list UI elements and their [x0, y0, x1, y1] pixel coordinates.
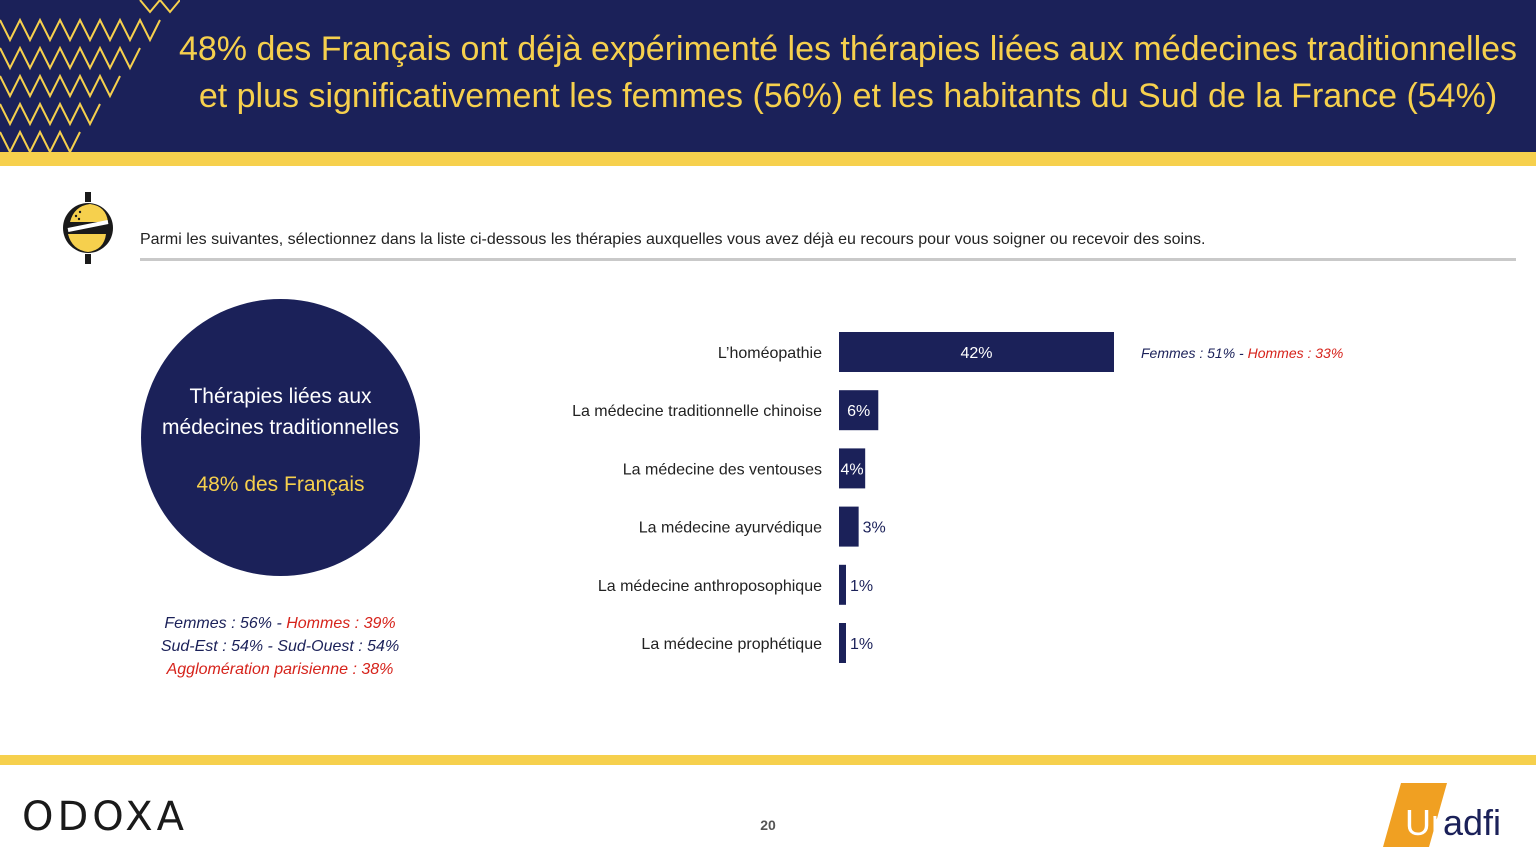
- subgroup-hommes: Hommes : 39%: [286, 615, 396, 632]
- question-divider: [140, 258, 1516, 261]
- subgroup-breakdown: Femmes : 56% - Hommes : 39% Sud-Est : 54…: [130, 612, 430, 681]
- summary-line-2: médecines traditionnelles: [162, 416, 399, 439]
- bar-value-label: 4%: [841, 461, 864, 478]
- unadfi-logo-adfi: adfi: [1443, 802, 1501, 843]
- bar-value-label: 3%: [863, 520, 886, 537]
- header-banner: 48% des Français ont déjà expérimenté le…: [0, 0, 1536, 152]
- therapies-bar-chart: L’homéopathie 42% La médecine traditionnel…: [572, 332, 1114, 663]
- bar: [839, 623, 846, 663]
- subgroup-separator: -: [263, 638, 278, 655]
- subgroup-separator: -: [272, 615, 287, 632]
- category-label: La médecine ayurvédique: [639, 520, 822, 537]
- bar-value-label: 42%: [960, 345, 992, 362]
- bar: [839, 390, 879, 431]
- title-line-1: 48% des Français ont déjà expérimenté le…: [178, 30, 1518, 68]
- page-number: 20: [760, 817, 776, 833]
- odoxa-logo: ODOXA: [22, 794, 188, 840]
- bar-value-label: 1%: [850, 636, 873, 653]
- note-hommes: Hommes : 33%: [1247, 345, 1344, 361]
- subgroup-region: Sud-Est : 54% - Sud-Ouest : 54%: [130, 635, 430, 658]
- bar: [839, 506, 859, 547]
- unadfi-logo: Un adfi: [1383, 783, 1501, 847]
- header-stripe: [0, 152, 1536, 166]
- note-femmes: Femmes : 51%: [1141, 345, 1236, 361]
- summary-circle-value: 48% des Français: [196, 473, 365, 496]
- summary-circle: [141, 299, 420, 576]
- summary-line-1: Thérapies liées aux: [189, 385, 372, 408]
- footer-stripe: [0, 755, 1536, 765]
- category-label: La médecine anthroposophique: [598, 578, 822, 595]
- survey-question: Parmi les suivantes, sélectionnez dans l…: [140, 231, 1206, 248]
- unadfi-logo-un: Un: [1405, 802, 1451, 843]
- summary-circle-label: Thérapies liées aux médecines traditionn…: [141, 381, 420, 443]
- chevron-pattern-icon: [0, 0, 180, 152]
- title-line-2: et plus significativement les femmes (56…: [198, 77, 1498, 115]
- subgroup-femmes: Femmes : 56%: [164, 615, 272, 632]
- subgroup-sud-est: Sud-Est : 54%: [160, 638, 264, 655]
- homeopathie-gender-note: Femmes : 51% - Hommes : 33%: [1141, 345, 1343, 361]
- category-label: L’homéopathie: [718, 345, 822, 362]
- odoxa-lemon-icon: [63, 192, 113, 264]
- bar: [839, 564, 846, 605]
- bar: [839, 332, 1114, 372]
- category-label: La médecine prophétique: [641, 636, 822, 653]
- category-label: La médecine des ventouses: [623, 461, 822, 478]
- category-label: La médecine traditionnelle chinoise: [572, 403, 822, 420]
- bar-value-label: 6%: [847, 403, 870, 420]
- subgroup-sud-ouest: Sud-Ouest : 54%: [277, 638, 400, 655]
- page-title: 48% des Français ont déjà expérimenté le…: [160, 26, 1536, 120]
- bar-value-label: 1%: [850, 578, 873, 595]
- note-separator: -: [1235, 345, 1248, 361]
- subgroup-paris: Agglomération parisienne : 38%: [166, 661, 394, 678]
- subgroup-gender: Femmes : 56% - Hommes : 39%: [130, 612, 430, 635]
- bar: [839, 448, 866, 489]
